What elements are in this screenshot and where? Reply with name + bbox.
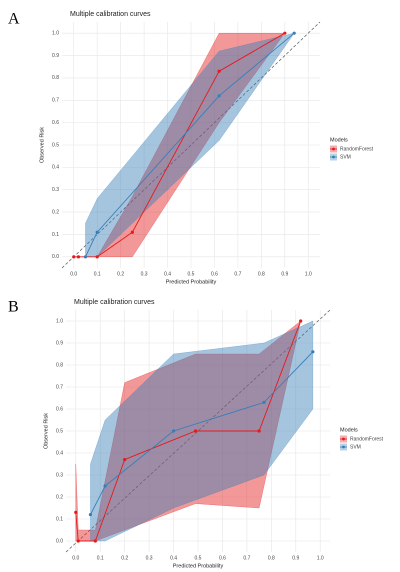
x-tick-label: 0.5 [188,271,195,277]
x-tick-label: 0.0 [72,555,79,561]
x-tick-label: 0.2 [121,555,128,561]
x-tick-label: 0.6 [211,271,218,277]
point [83,255,88,259]
y-tick-label: 0.5 [56,428,63,434]
legend-key-point [332,147,335,151]
x-tick-label: 0.0 [70,271,77,277]
y-tick-label: 0.4 [56,450,63,456]
point [193,429,198,433]
point [283,31,287,35]
y-tick-label: 0.4 [52,165,59,171]
x-tick-label: 1.0 [317,555,324,561]
x-tick-label: 0.1 [97,555,104,561]
x-tick-label: 0.9 [281,271,288,277]
chart-title: Multiple calibration curves [74,299,155,306]
legend-label: SVM [350,444,361,450]
point [93,539,97,543]
x-tick-label: 0.8 [258,271,265,277]
x-tick-label: 0.4 [170,555,177,561]
point [72,255,76,259]
point [299,319,303,323]
y-tick-label: 0.0 [52,254,59,260]
x-tick-label: 0.3 [146,555,153,561]
point [217,69,221,73]
point [262,400,266,404]
point [292,31,296,35]
point [171,429,176,433]
x-tick-label: 0.1 [94,271,101,277]
x-tick-label: 0.4 [164,271,171,277]
point [257,429,261,433]
y-tick-label: 0.6 [56,406,63,412]
point [103,484,107,488]
reference-line [61,21,321,269]
y-tick-label: 0.8 [52,75,59,81]
x-tick-label: 0.7 [243,555,250,561]
y-axis-label: Observed Risk [43,413,49,449]
x-axis-label: Predicted Probability [173,563,224,569]
y-tick-label: 0.1 [52,232,59,238]
y-axis-label: Observed Risk [39,127,45,163]
point [74,510,78,514]
point [88,513,93,517]
panel-label: B [8,299,19,316]
y-tick-label: 0.3 [52,187,59,193]
y-tick-label: 0.5 [52,142,59,148]
point [76,539,80,543]
legend-key-point [342,445,345,449]
x-tick-label: 0.5 [195,555,202,561]
y-tick-label: 0.9 [52,53,59,59]
legend-key-point [332,155,335,159]
x-tick-label: 0.7 [234,271,241,277]
x-axis-label: Predicted Probability [166,279,217,285]
legend-label: RandomForest [350,436,384,442]
x-tick-label: 0.9 [292,555,299,561]
point [95,255,99,259]
y-tick-label: 0.9 [56,340,63,346]
x-tick-label: 0.6 [219,555,226,561]
point [311,350,315,354]
legend-label: RandomForest [340,146,374,152]
y-tick-label: 0.2 [56,494,63,500]
y-tick-label: 0.7 [56,384,63,390]
point [95,230,99,234]
x-tick-label: 0.3 [141,271,148,277]
y-tick-label: 1.0 [56,318,63,324]
y-tick-label: 0.8 [56,362,63,368]
y-tick-label: 0.3 [56,472,63,478]
chart-title: Multiple calibration curves [70,11,151,18]
legend-title: Models [330,137,348,143]
x-tick-label: 1.0 [305,271,312,277]
x-tick-label: 0.2 [117,271,124,277]
y-tick-label: 1.0 [52,31,59,37]
y-tick-label: 0.1 [56,516,63,522]
calibration-line [85,32,295,258]
point [123,458,127,462]
panel-label: A [8,11,20,28]
point [76,255,81,259]
y-tick-label: 0.6 [52,120,59,126]
y-tick-label: 0.2 [52,209,59,215]
y-tick-label: 0.0 [56,538,63,544]
point [130,230,134,234]
x-tick-label: 0.8 [268,555,275,561]
legend-label: SVM [340,154,351,160]
legend-key-point [342,437,345,441]
point [217,94,221,98]
legend-title: Models [340,427,358,433]
y-tick-label: 0.7 [52,98,59,104]
